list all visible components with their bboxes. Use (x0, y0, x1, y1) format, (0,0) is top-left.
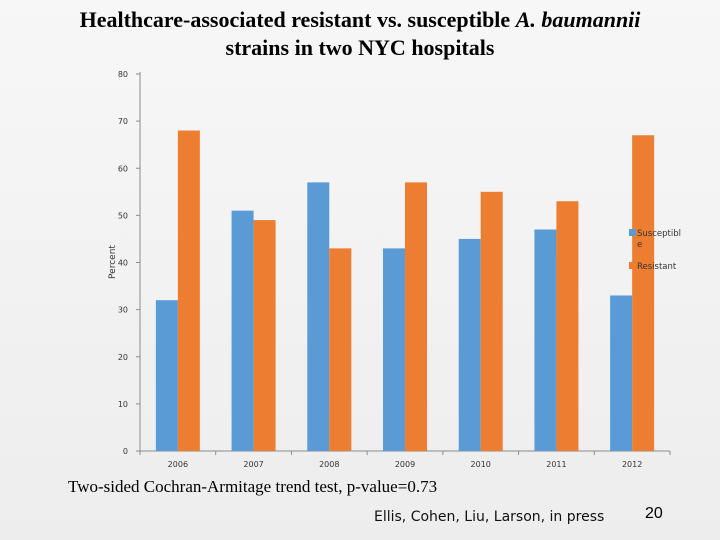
x-tick-label: 2009 (395, 460, 415, 469)
title-line-1: Healthcare-associated resistant vs. susc… (20, 6, 700, 34)
y-tick-label: 60 (118, 164, 128, 173)
bar-susceptible-2006 (155, 300, 178, 451)
y-tick-label: 40 (118, 259, 128, 268)
x-tick-label: 2008 (319, 460, 339, 469)
bar-susceptible-2011 (534, 229, 557, 451)
bar-resistant-2006 (177, 130, 200, 452)
bar-resistant-2008 (329, 248, 352, 451)
legend-swatch-resistant (629, 262, 636, 269)
trend-test-footnote: Two-sided Cochran-Armitage trend test, p… (68, 477, 438, 496)
bar-resistant-2007 (253, 220, 276, 451)
title-line-1-text: Healthcare-associated resistant vs. susc… (79, 7, 516, 32)
bar-susceptible-2008 (307, 182, 330, 451)
citation: Ellis, Cohen, Liu, Larson, in press (374, 509, 605, 525)
y-tick-label: 0 (123, 447, 128, 456)
y-axis-label: Percent (108, 245, 118, 279)
bar-resistant-2011 (556, 201, 579, 451)
title-line-2: strains in two NYC hospitals (225, 35, 495, 60)
title-species-name: A. baumannii (515, 7, 641, 32)
y-tick-label: 80 (118, 70, 128, 79)
x-tick-label: 2010 (471, 460, 491, 469)
y-tick-label: 70 (118, 117, 128, 126)
legend-label-susceptible: e (637, 240, 642, 250)
y-tick-label: 20 (118, 353, 128, 362)
y-tick-label: 50 (118, 211, 128, 220)
x-tick-label: 2006 (168, 460, 188, 469)
bar-susceptible-2010 (458, 238, 481, 451)
x-tick-label: 2012 (622, 460, 642, 469)
bar-susceptible-2012 (610, 295, 633, 451)
legend-label-susceptible: Susceptibl (637, 229, 681, 239)
bar-resistant-2012 (632, 135, 655, 451)
x-tick-label: 2011 (546, 460, 566, 469)
bar-susceptible-2009 (383, 248, 405, 451)
slide-title: Healthcare-associated resistant vs. susc… (20, 6, 700, 62)
bar-resistant-2010 (480, 191, 503, 451)
legend-label-resistant: Resistant (637, 262, 677, 272)
y-tick-label: 10 (118, 400, 128, 409)
legend-swatch-susceptible (629, 229, 636, 236)
bar-resistant-2009 (405, 182, 427, 451)
x-tick-label: 2007 (243, 460, 263, 469)
bar-susceptible-2007 (231, 210, 254, 451)
page-number: 20 (645, 505, 663, 522)
y-tick-label: 30 (118, 306, 128, 315)
